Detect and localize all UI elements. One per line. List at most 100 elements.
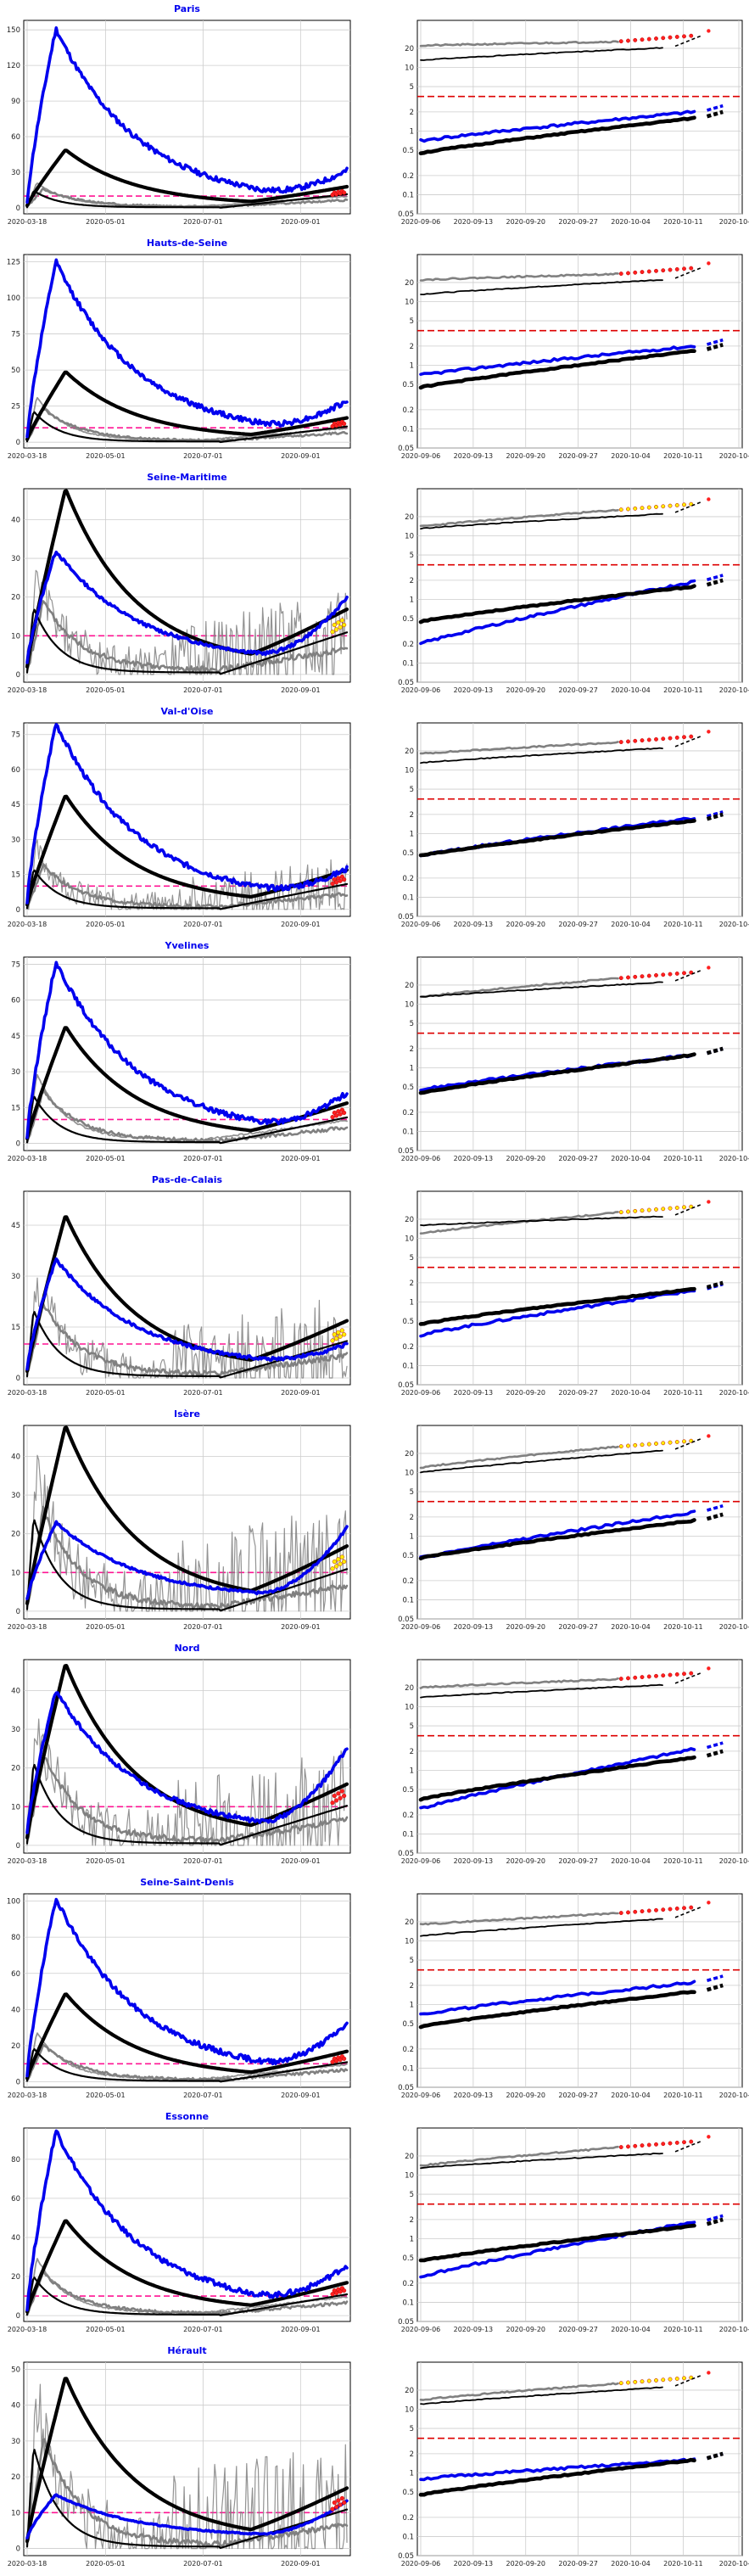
left-y-tick-label: 0 (16, 1842, 20, 1851)
right-marker-point (682, 34, 686, 39)
left-axes-frame (23, 1190, 351, 1386)
end-marker-point (333, 2504, 339, 2510)
right-x-tick-label: 2020-09-20 (506, 921, 546, 928)
right-y-tick-label: 0.5 (402, 2254, 414, 2263)
right-y-tick-label: 2 (410, 1982, 414, 1991)
black-bold-series-line (25, 489, 349, 669)
right-y-tick-label: 0.1 (402, 1596, 414, 1604)
chart-title: Yvelines (165, 940, 210, 951)
right-marker-point (618, 272, 623, 276)
chart-row: Yvelines 2020-03-18 2020-05-01 2020-07-01 20… (8, 940, 749, 1162)
right-y-tick-label: 0.05 (398, 445, 414, 453)
left-y-tick-label: 75 (11, 331, 20, 339)
right-marker-point (661, 1207, 666, 1212)
right-marker-point (626, 1676, 630, 1681)
left-y-tick-label: 60 (11, 133, 20, 142)
left-panel: 2020-03-18 2020-05-01 2020-07-01 2020-09-01… (8, 956, 351, 1162)
chart-title: Nord (174, 1643, 199, 1654)
end-marker-point (336, 1330, 341, 1336)
right-y-tick-label: 20 (405, 513, 414, 522)
right-marker-point (689, 33, 694, 38)
right-marker-point (661, 36, 666, 41)
right-x-tick-label: 2020-09-06 (401, 1155, 441, 1162)
right-x-tick-label: 2020-10-04 (611, 686, 651, 694)
right-black-series-dashed (706, 1983, 724, 1992)
right-y-tick-label: 0.1 (402, 1362, 414, 1370)
right-gray-series-line (419, 1211, 619, 1235)
right-y-tick-label: 0.1 (402, 2533, 414, 2541)
right-marker-point (674, 1206, 679, 1210)
right-marker-point (682, 2140, 686, 2145)
right-marker-point (618, 1444, 623, 1449)
right-marker-point (668, 1907, 673, 1912)
black-bold-series-line (25, 2219, 349, 2314)
right-y-tick-label: 10 (405, 2172, 414, 2181)
gray-series-smooth-line (25, 1505, 349, 1610)
right-marker-point (689, 2139, 694, 2144)
right-x-tick-label: 2020-09-13 (454, 218, 494, 226)
right-y-tick-label: 0.1 (402, 893, 414, 902)
gray-series-line (26, 1277, 348, 1379)
right-thin-black-line (420, 1918, 663, 1937)
right-x-tick-label: 2020-10-19 (719, 921, 749, 928)
right-thin-black-line (420, 47, 663, 61)
gray-series-line (26, 2383, 348, 2550)
right-x-tick-label: 2020-09-20 (506, 452, 546, 460)
right-blue-series-line (419, 1980, 696, 2016)
right-x-tick-label: 2020-09-06 (401, 1857, 441, 1865)
right-gray-series-line (419, 977, 619, 999)
right-x-tick-label: 2020-09-13 (454, 1623, 494, 1631)
right-marker-point (646, 36, 651, 42)
right-marker-point (707, 261, 711, 266)
chart-title: Pas-de-Calais (152, 1174, 223, 1185)
end-marker-point (342, 2056, 347, 2061)
right-y-tick-label: 0.2 (402, 1577, 414, 1586)
left-x-tick-label: 2020-07-01 (183, 1155, 223, 1162)
right-marker-point (646, 1674, 651, 1679)
black-thin-series-line (25, 1311, 349, 1379)
right-y-tick-label: 0.05 (398, 1616, 414, 1624)
right-y-tick-label: 20 (405, 748, 414, 756)
right-marker-point (668, 1440, 673, 1445)
left-y-tick-label: 60 (11, 766, 20, 775)
end-marker-point (338, 2502, 343, 2507)
right-y-tick-label: 2 (410, 109, 414, 117)
right-thin-black-dashed (674, 970, 701, 982)
right-marker-point (707, 29, 711, 33)
right-x-tick-label: 2020-09-06 (401, 2560, 441, 2568)
right-marker-point (633, 37, 638, 42)
right-thin-black-dashed (674, 1907, 701, 1918)
left-x-tick-label: 2020-09-01 (281, 1857, 321, 1865)
right-gray-series-line (419, 1912, 619, 1926)
right-x-tick-label: 2020-09-27 (558, 686, 598, 694)
right-marker-point (640, 2379, 645, 2384)
right-thin-black-dashed (674, 267, 701, 279)
end-marker-point (339, 1789, 344, 1794)
left-panel: 2020-03-18 2020-05-01 2020-07-01 2020-09-01… (7, 20, 351, 226)
right-y-tick-label: 0.2 (402, 1812, 414, 1820)
right-blue-series-dashed (707, 574, 724, 581)
end-marker-point (342, 876, 347, 882)
right-y-tick-label: 0.1 (402, 2064, 414, 2073)
right-y-tick-label: 10 (405, 299, 414, 307)
gray-series-smooth-line (25, 2271, 349, 2316)
right-x-tick-label: 2020-09-20 (506, 1857, 546, 1865)
right-marker-point (626, 1443, 630, 1448)
right-x-tick-label: 2020-09-06 (401, 686, 441, 694)
left-axes-frame (23, 1893, 351, 2088)
right-axes-frame (416, 956, 743, 1151)
right-marker-point (707, 1901, 711, 1905)
left-axes-frame (23, 956, 351, 1151)
right-panel: 2020-09-06 2020-09-13 2020-09-20 2020-09-27… (398, 722, 749, 928)
left-y-tick-label: 80 (11, 1934, 20, 1942)
right-x-tick-label: 2020-09-27 (558, 1857, 598, 1865)
right-x-tick-label: 2020-09-06 (401, 921, 441, 928)
left-y-tick-label: 40 (11, 1453, 20, 1461)
end-marker-point (330, 1338, 335, 1343)
black-bold-series-line (25, 1425, 349, 1605)
right-gray-series-line (419, 508, 619, 528)
